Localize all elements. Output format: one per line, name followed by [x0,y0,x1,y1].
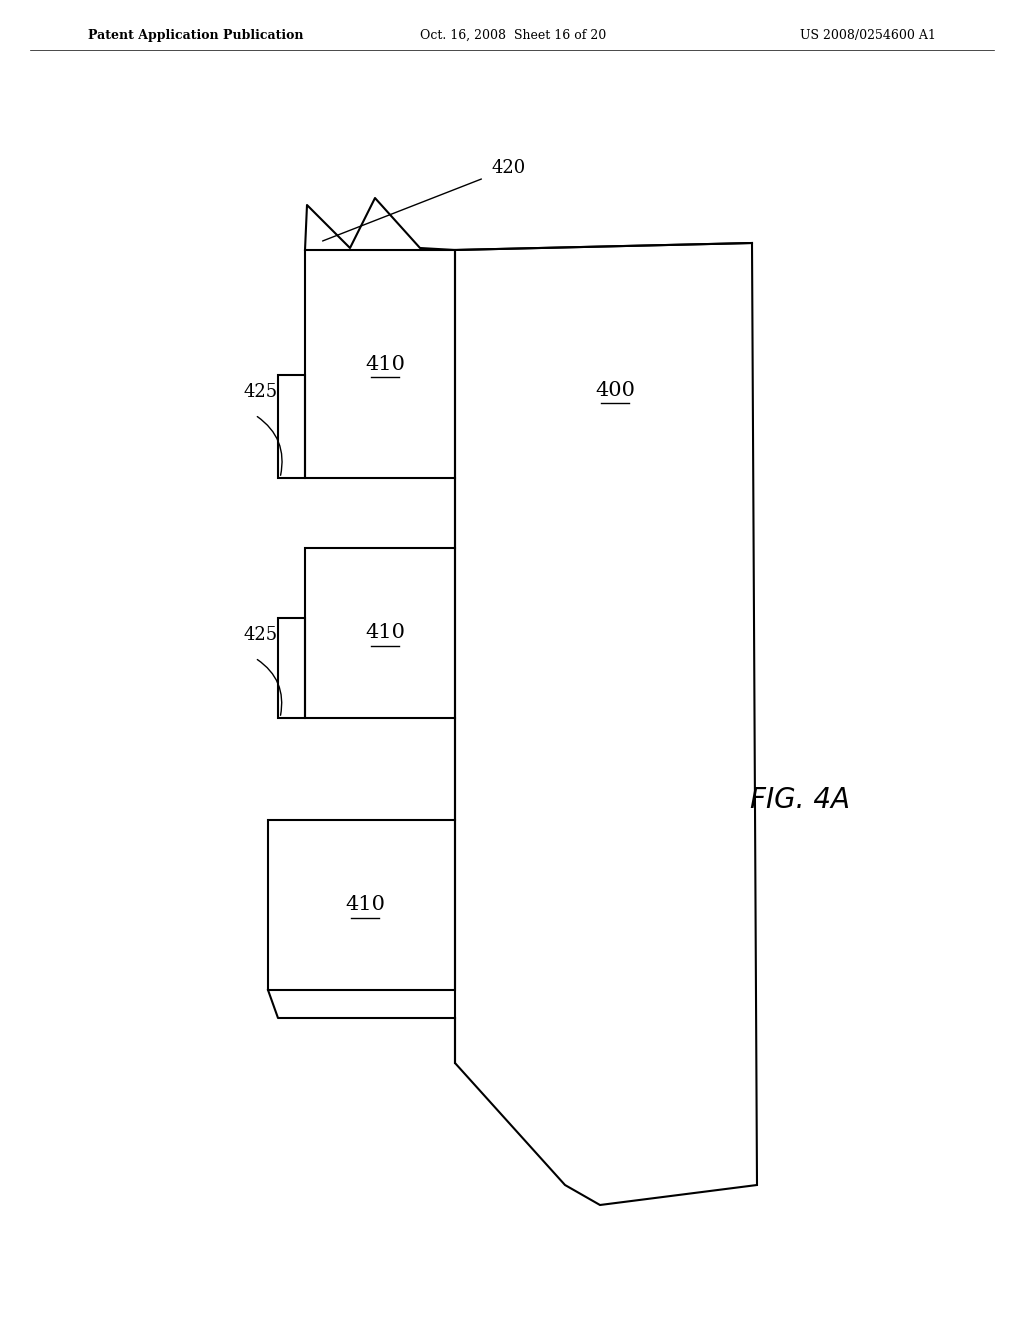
Text: US 2008/0254600 A1: US 2008/0254600 A1 [800,29,936,41]
Text: 425: 425 [244,383,279,401]
Text: 410: 410 [345,895,385,915]
Text: 410: 410 [365,355,406,374]
Text: 410: 410 [365,623,406,643]
Text: Oct. 16, 2008  Sheet 16 of 20: Oct. 16, 2008 Sheet 16 of 20 [420,29,606,41]
Text: 420: 420 [492,158,526,177]
Text: 400: 400 [595,380,635,400]
Text: 425: 425 [244,626,279,644]
Text: FIG. 4A: FIG. 4A [750,785,850,814]
Text: Patent Application Publication: Patent Application Publication [88,29,303,41]
